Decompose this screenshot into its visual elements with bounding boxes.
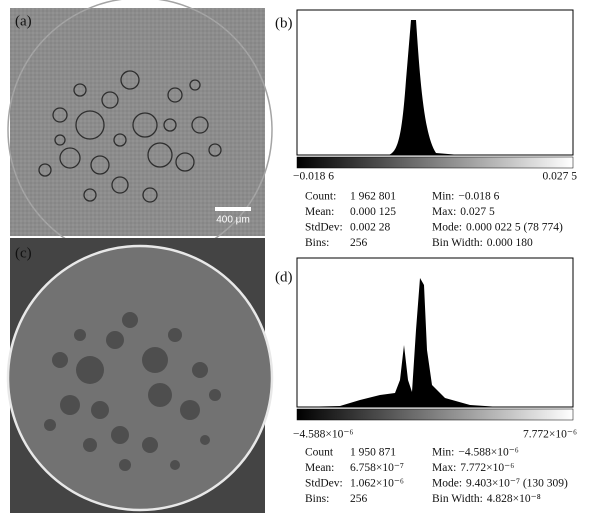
stat-value: 0.000 125 — [350, 206, 396, 218]
stat-value: 0.002 28 — [350, 222, 391, 234]
stat-label: Max: — [432, 462, 456, 474]
stat-label: Max: — [432, 206, 456, 218]
stat-label: Bin Width: — [432, 493, 483, 505]
stat-value: 256 — [350, 237, 368, 249]
range-min: −4.588×10⁻⁶ — [293, 429, 353, 441]
stat-value: 256 — [350, 493, 368, 505]
stat-label: Mode: — [432, 222, 462, 234]
stat-value: −0.018 6 — [458, 191, 499, 203]
panel-label: (b) — [275, 15, 293, 31]
range-max: 7.772×10⁻⁶ — [523, 429, 577, 441]
range-min: −0.018 6 — [293, 171, 334, 183]
stat-value: 0.000 180 — [487, 237, 533, 249]
stat-label: Bin Width: — [432, 237, 483, 249]
figure: 400 μm (a) (c) (b) (d) −0.018 6 0.027 5 Co… — [0, 0, 597, 513]
stat-label: Count — [305, 447, 334, 459]
panel-label: (c) — [15, 245, 32, 261]
stat-value: 7.772×10⁻⁶ — [460, 462, 514, 474]
stat-value: −4.588×10⁻⁶ — [458, 447, 518, 459]
stat-label: Min: — [432, 191, 454, 203]
stat-value: 0.027 5 — [460, 206, 495, 218]
image-c: (c) — [8, 238, 272, 513]
panel-label: (d) — [275, 269, 293, 285]
stat-label: Bins: — [305, 493, 329, 505]
histogram-d: (d) — [275, 258, 573, 420]
stat-value: 1.062×10⁻⁶ — [350, 478, 404, 490]
stat-value: 6.758×10⁻⁷ — [350, 462, 404, 474]
scale-bar-label: 400 μm — [216, 215, 250, 226]
stat-label: Count: — [305, 191, 336, 203]
stat-value: 9.403×10⁻⁷ (130 309) — [466, 478, 568, 490]
stat-value: 1 950 871 — [350, 447, 396, 459]
stat-label: Mean: — [305, 462, 334, 474]
range-max: 0.027 5 — [543, 171, 578, 183]
stat-label: Min: — [432, 447, 454, 459]
stat-label: Mean: — [305, 206, 334, 218]
stat-label: Mode: — [432, 478, 462, 490]
stat-value: 1 962 801 — [350, 191, 396, 203]
stat-value: 4.828×10⁻⁸ — [487, 493, 541, 505]
stat-label: Bins: — [305, 237, 329, 249]
histogram-b: (b) — [275, 10, 573, 168]
stat-value: 0.000 022 5 (78 774) — [466, 222, 563, 234]
stat-label: StdDev: — [305, 478, 343, 490]
stat-label: StdDev: — [305, 222, 343, 234]
panel-label: (a) — [15, 13, 32, 29]
image-a: 400 μm (a) — [8, 0, 272, 262]
